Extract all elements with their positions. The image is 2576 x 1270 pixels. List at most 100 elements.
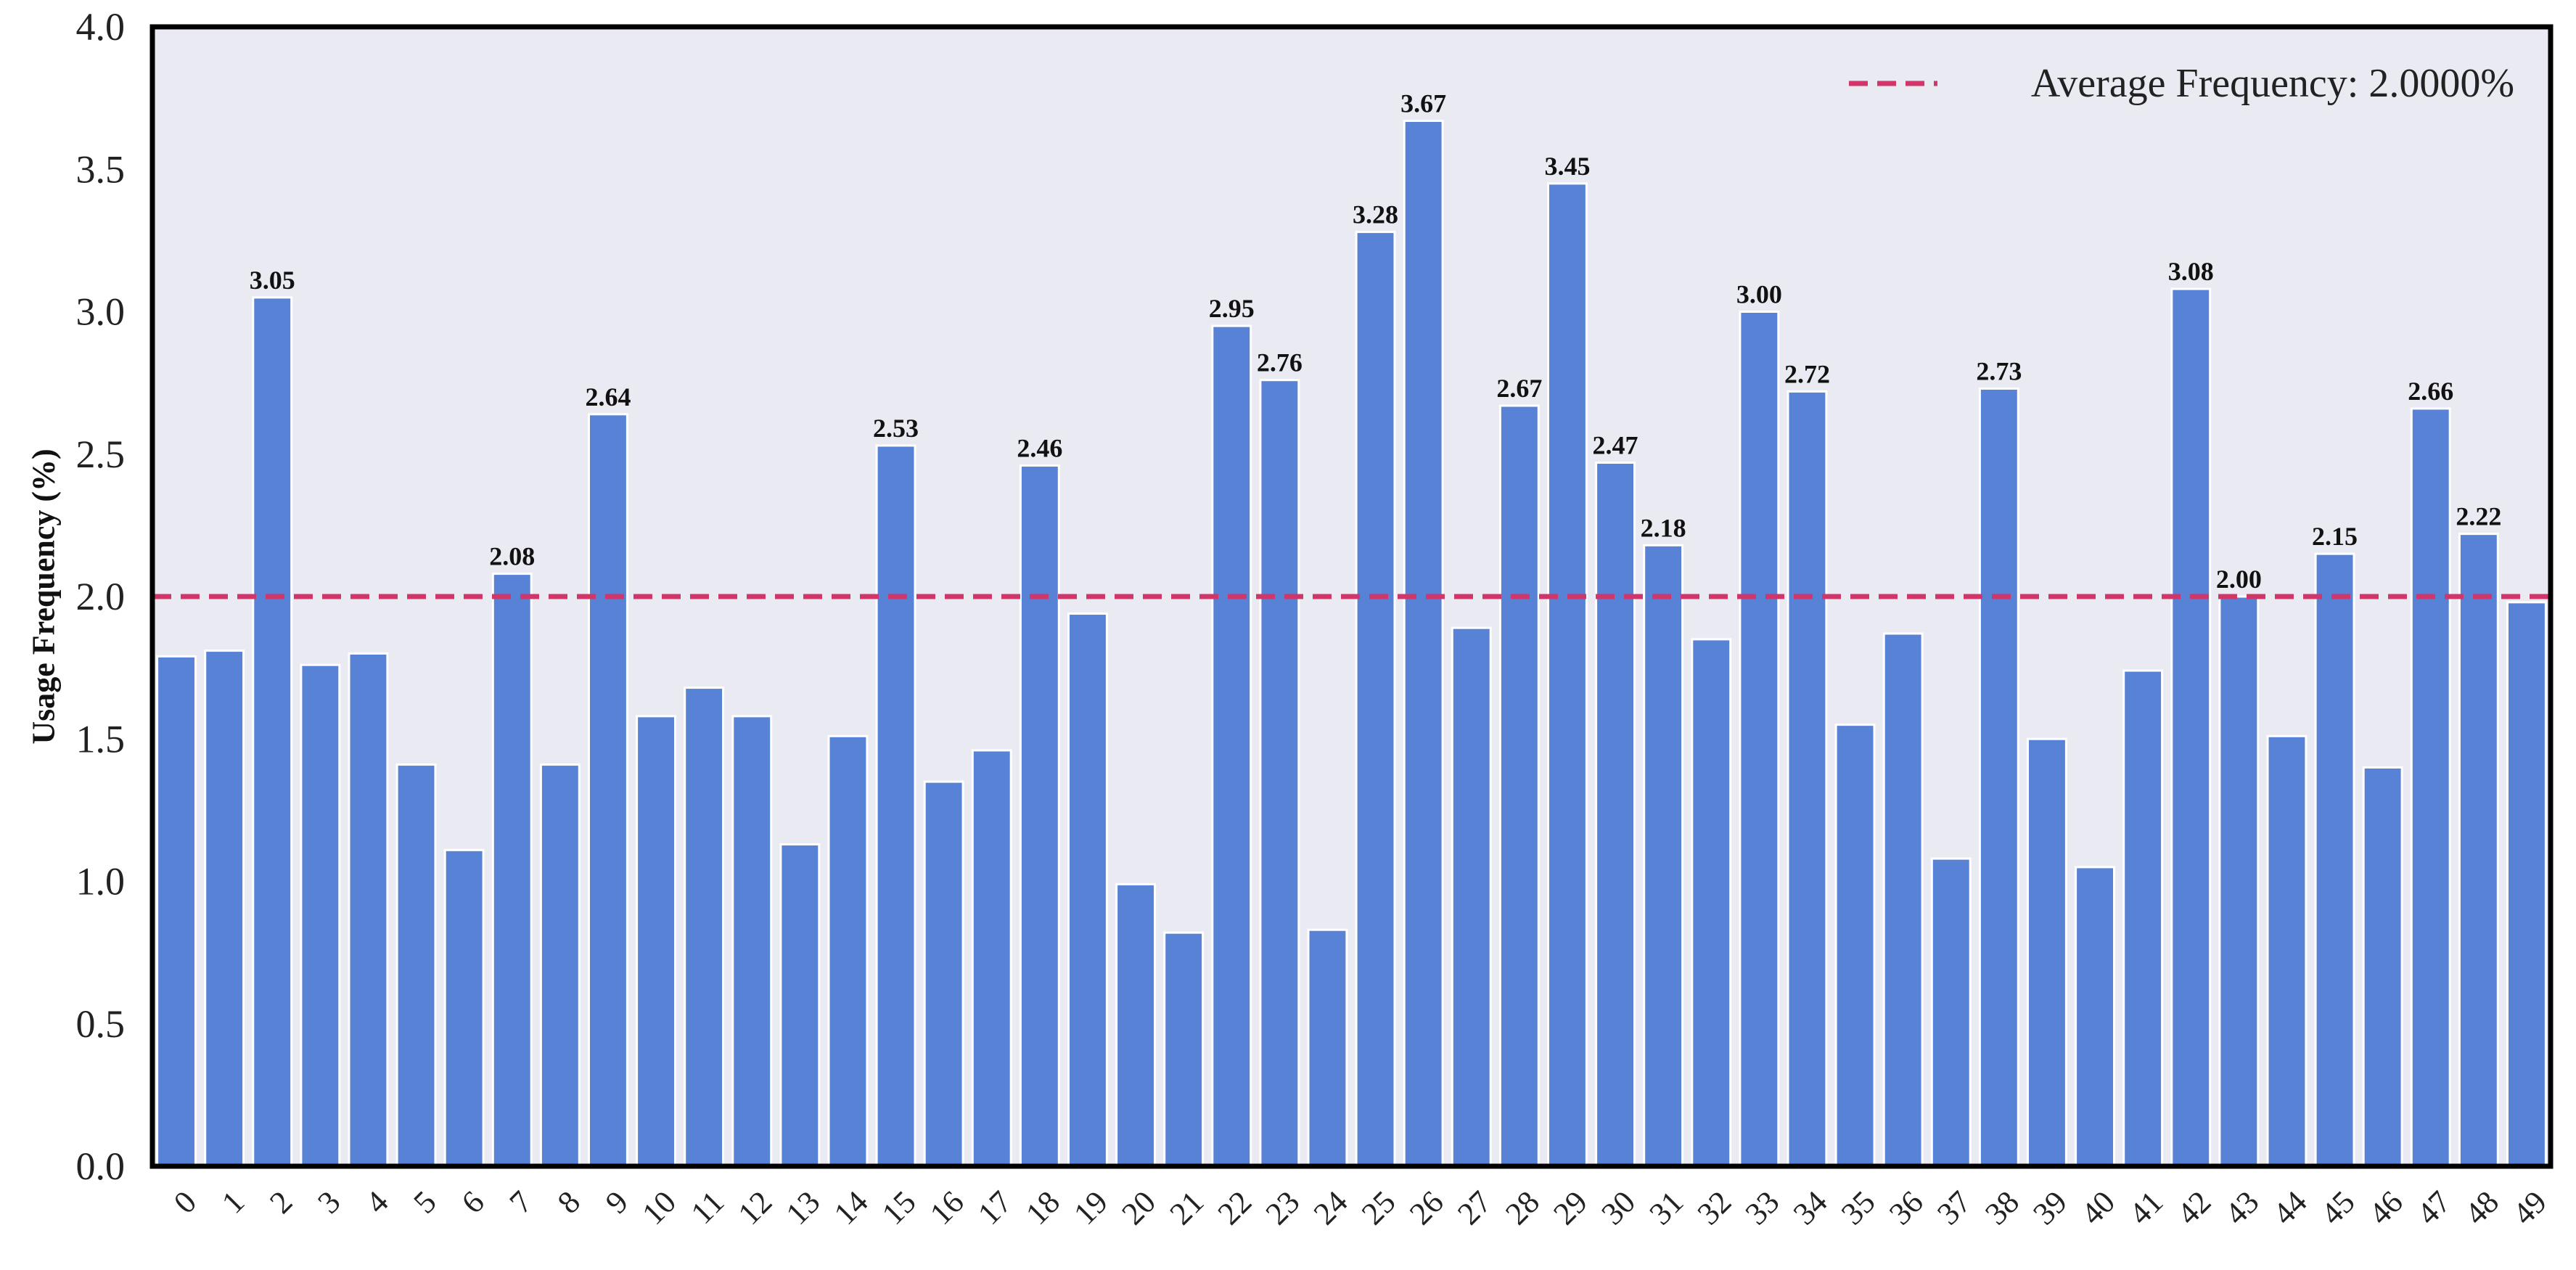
bar-33 [1739,311,1780,1168]
bar-value-label: 2.67 [1496,374,1542,403]
x-tick-label: 4 [358,1184,395,1220]
bar-18 [1019,464,1060,1168]
bar-34 [1787,390,1828,1168]
y-tick-label: 0.0 [76,1144,126,1188]
y-tick-label: 1.5 [76,717,126,761]
bar-40 [2075,866,2115,1168]
bar-16 [923,780,964,1168]
x-tick-label: 21 [1163,1184,1211,1232]
bar-15 [875,444,916,1168]
bar-value-label: 3.08 [2168,257,2214,286]
x-tick-label: 49 [2506,1184,2554,1232]
x-tick-label: 35 [1834,1184,1882,1232]
x-tick-label: 16 [923,1184,971,1232]
bar-42 [2170,287,2212,1168]
bar-value-label: 2.15 [2312,522,2358,551]
x-tick-label: 39 [2026,1184,2074,1232]
x-tick-label: 31 [1643,1184,1691,1232]
x-tick-label: 29 [1546,1184,1594,1232]
legend-average-label: Average Frequency: 2.0000% [2031,61,2514,106]
bar-27 [1451,626,1492,1168]
x-tick-label: 34 [1787,1184,1834,1232]
bar-value-label: 2.18 [1641,513,1686,542]
bar-3 [300,663,341,1168]
bar-value-label: 3.67 [1400,89,1446,118]
x-tick-label: 6 [455,1184,491,1220]
x-tick-label: 46 [2362,1184,2410,1232]
bar-7 [491,573,533,1168]
x-tick-label: 13 [779,1184,827,1232]
bar-13 [779,843,821,1168]
bar-39 [2027,737,2067,1168]
x-tick-label: 32 [1691,1184,1739,1232]
bar-value-label: 2.08 [489,542,535,571]
x-tick-label: 44 [2266,1184,2314,1232]
bar-38 [1978,387,2019,1168]
x-tick-label: 10 [635,1184,683,1232]
bar-44 [2266,734,2308,1168]
bar-value-label: 2.66 [2408,377,2453,406]
bar-9 [588,413,628,1168]
bar-12 [731,715,773,1168]
bar-32 [1691,638,1732,1168]
bar-48 [2458,533,2499,1168]
x-tick-label: 47 [2410,1184,2458,1232]
x-tick-label: 20 [1115,1184,1162,1232]
y-tick-label: 0.5 [76,1002,126,1046]
x-tick-label: 43 [2218,1184,2266,1232]
bar-4 [348,652,389,1168]
bar-45 [2314,552,2355,1168]
bar-14 [827,734,869,1168]
x-tick-label: 33 [1739,1184,1787,1232]
x-tick-label: 15 [875,1184,923,1232]
bar-17 [971,749,1012,1168]
x-tick-label: 42 [2170,1184,2218,1232]
y-tick-label: 4.0 [76,5,126,49]
bar-value-label: 2.22 [2456,502,2501,531]
x-tick-label: 18 [1019,1184,1067,1232]
bar-46 [2362,766,2403,1168]
x-tick-label: 17 [971,1184,1019,1232]
bar-value-label: 2.53 [873,414,919,443]
bar-value-label: 2.73 [1976,356,2022,385]
bar-value-label: 3.45 [1544,152,1590,181]
y-axis-label: Usage Frequency (%) [26,448,62,744]
bars-group [156,120,2547,1168]
bar-28 [1498,404,1540,1168]
bar-0 [156,655,197,1168]
bar-25 [1355,231,1396,1168]
bar-35 [1834,724,1876,1168]
x-tick-label: 19 [1067,1184,1115,1232]
bar-23 [1259,379,1300,1168]
bar-value-label: 2.00 [2216,565,2262,594]
x-tick-label: 22 [1211,1184,1259,1232]
bar-49 [2506,601,2547,1168]
bar-26 [1403,120,1444,1168]
x-tick-label: 41 [2122,1184,2170,1232]
bar-6 [443,848,485,1168]
x-tick-label: 7 [503,1184,539,1220]
x-tick-label: 45 [2314,1184,2362,1232]
x-tick-label: 37 [1930,1184,1978,1232]
x-tick-label: 8 [551,1184,587,1220]
x-tick-label: 12 [731,1184,779,1232]
bar-value-label: 2.47 [1593,431,1638,460]
bar-value-label: 2.95 [1209,294,1255,323]
x-tick-label: 0 [167,1184,203,1220]
x-tick-label: 28 [1498,1184,1546,1232]
bar-1 [204,650,245,1168]
bar-20 [1115,882,1156,1168]
x-tick-label: 25 [1355,1184,1403,1232]
x-tick-label: 27 [1451,1184,1498,1232]
x-tick-label: 48 [2458,1184,2506,1232]
x-tick-label: 5 [406,1184,443,1220]
bar-36 [1882,632,1924,1168]
bar-10 [636,715,676,1168]
x-tick-label: 9 [599,1184,635,1220]
x-tick-label: 30 [1594,1184,1642,1232]
x-tick-label: 11 [684,1184,731,1231]
x-axis-ticks: 0 1 2 3 4 5 6 7 8 9 10 11 12 13 14 15 16 17 18 19 20 21 22 23 24… [167,1184,2554,1232]
bar-5 [395,763,437,1168]
